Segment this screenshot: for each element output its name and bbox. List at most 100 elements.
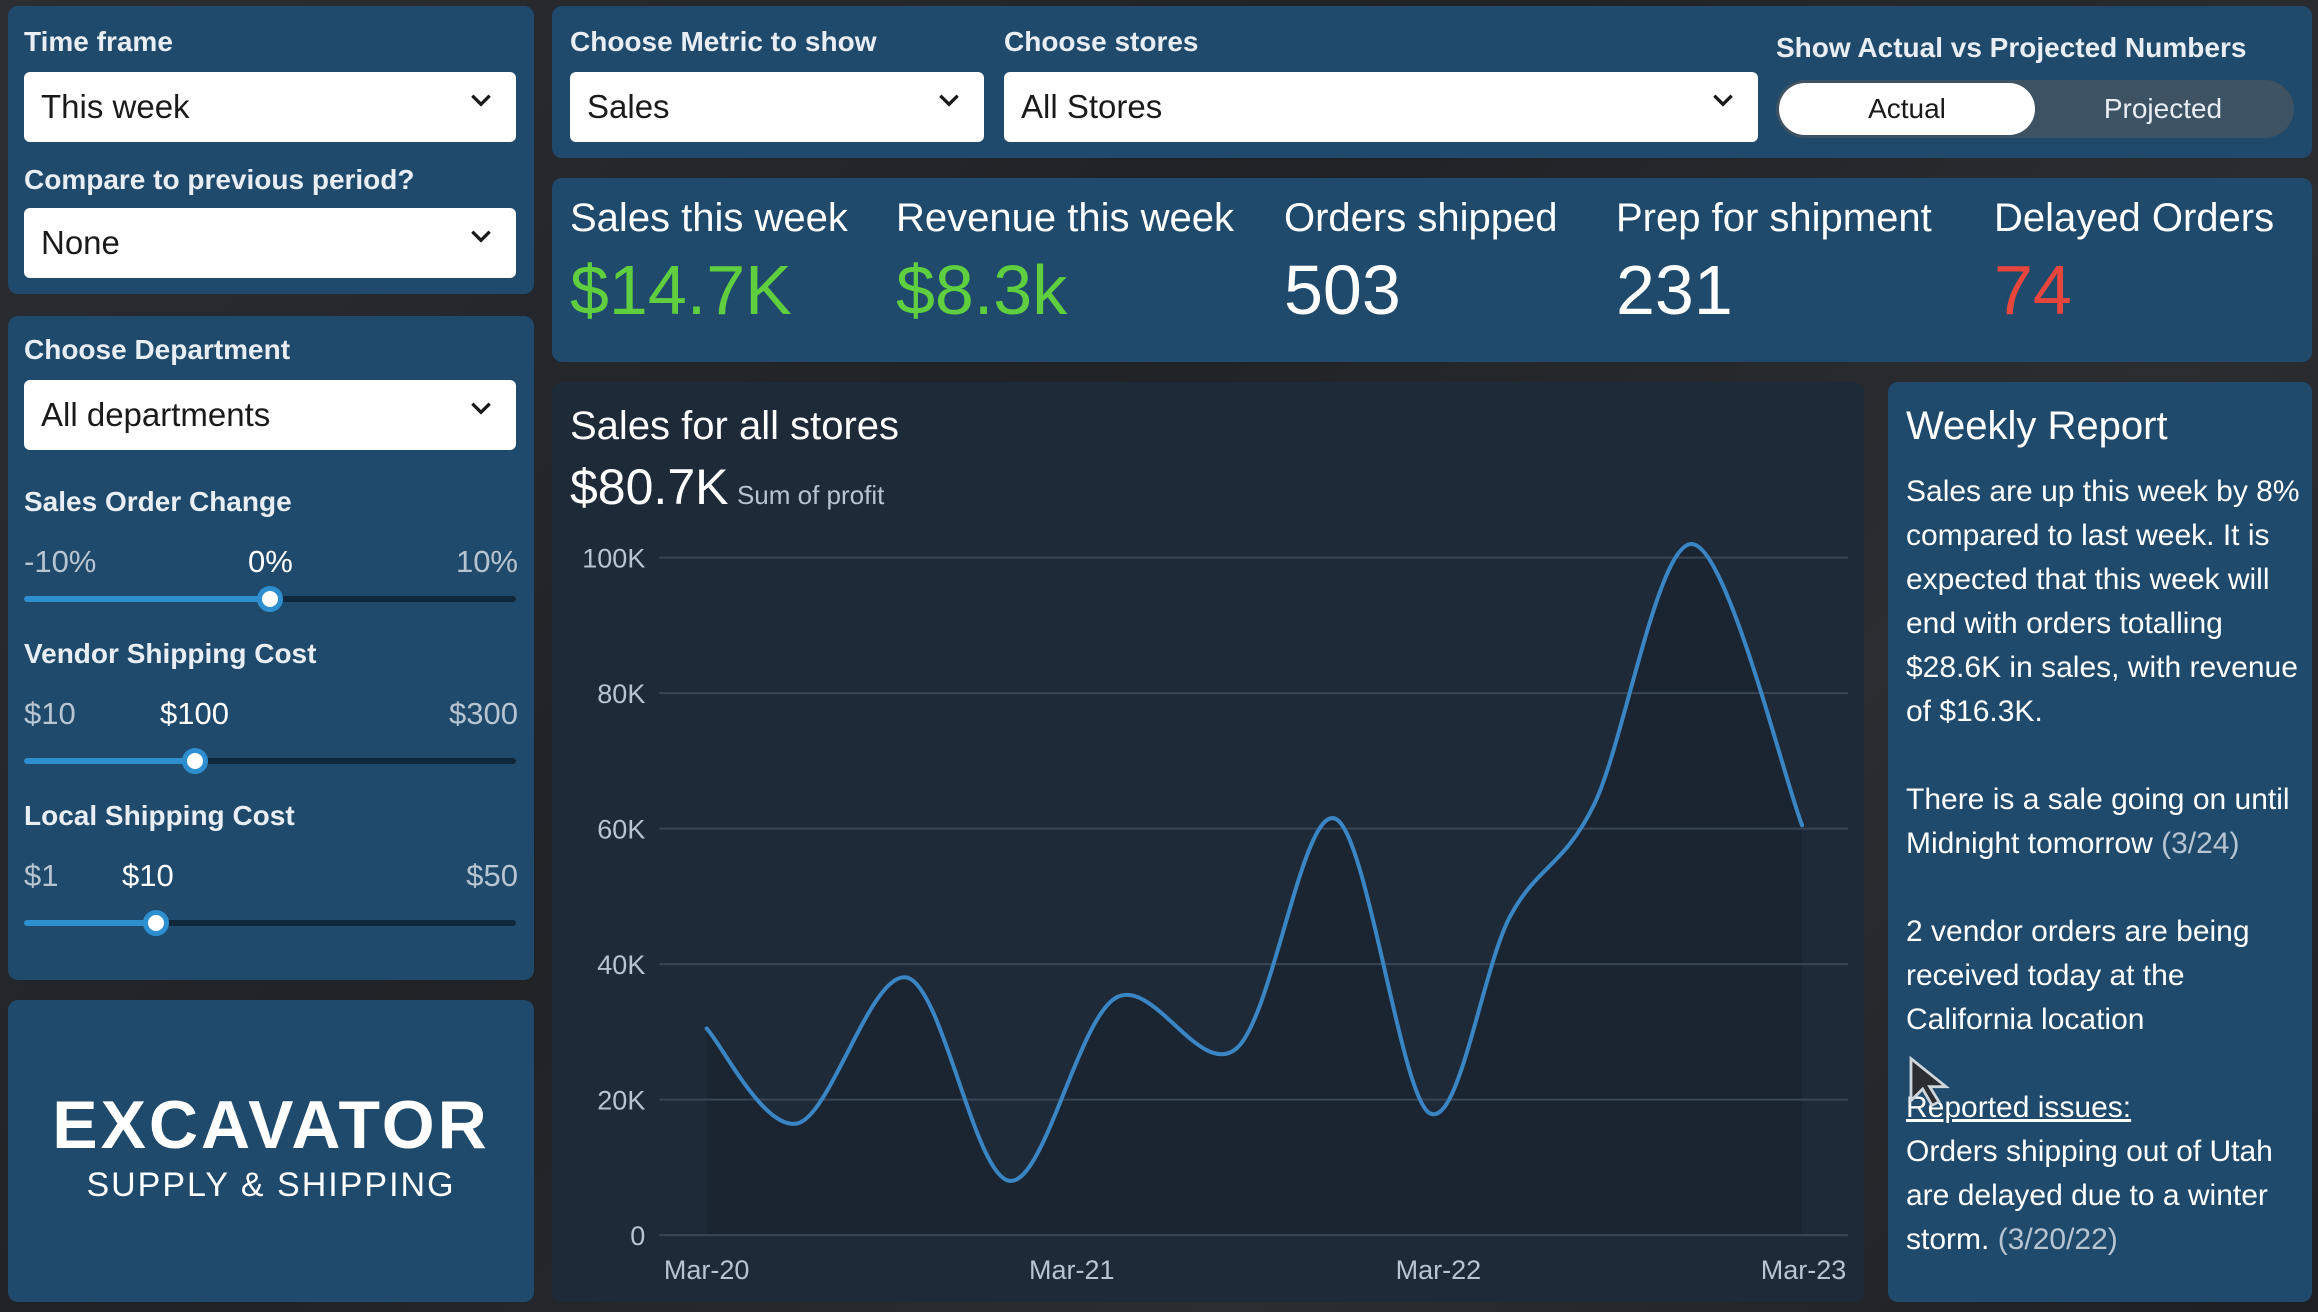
- chevron-down-icon: [939, 94, 959, 107]
- department-label: Choose Department: [24, 334, 291, 365]
- report-paragraph: Sales are up this week by 8% compared to…: [1906, 475, 2300, 728]
- vendor-shipping-label: Vendor Shipping Cost: [24, 638, 317, 669]
- report-sale-text: There is a sale going on until Midnight …: [1906, 783, 2290, 860]
- logo-tagline: SUPPLY & SHIPPING: [86, 1166, 456, 1204]
- weekly-report-panel: Weekly Report Sales are up this week by …: [1888, 382, 2312, 1302]
- stores-value: All Stores: [1021, 88, 1163, 125]
- data-point: [1427, 1111, 1432, 1116]
- toggle-actual[interactable]: Actual: [1779, 83, 2035, 135]
- chevron-down-icon: [471, 230, 491, 243]
- slider-min-label: $10: [24, 696, 76, 731]
- vendor-shipping-slider[interactable]: [24, 748, 516, 774]
- data-point: [1690, 542, 1695, 547]
- y-tick-label: 40K: [597, 950, 645, 980]
- chart-title: Sales for all stores: [570, 404, 900, 448]
- stores-select[interactable]: All Stores: [1004, 72, 1758, 142]
- slider-max-label: $50: [466, 858, 518, 893]
- kpi-title: Prep for shipment: [1616, 196, 1932, 240]
- report-issue-date: (3/20/22): [1997, 1223, 2118, 1256]
- kpi-title: Orders shipped: [1284, 196, 1558, 240]
- chevron-down-icon: [1713, 94, 1733, 107]
- slider-min-label: -10%: [24, 544, 97, 579]
- slider-fill: [24, 758, 196, 764]
- kpi-value: $8.3k: [896, 251, 1068, 329]
- metric-label: Choose Metric to show: [570, 26, 877, 57]
- x-tick-label: Mar-21: [1029, 1255, 1115, 1285]
- kpi-title: Revenue this week: [896, 196, 1234, 240]
- actual-projected-toggle[interactable]: Actual Projected: [1776, 80, 2294, 138]
- reported-issues-heading: Reported issues:: [1906, 1091, 2132, 1124]
- sales-chart-panel: Sales for all stores $80.7K Sum of profi…: [552, 382, 1864, 1302]
- department-select[interactable]: All departments: [24, 380, 516, 450]
- y-tick-label: 100K: [582, 544, 645, 574]
- kpi-bar: Sales this week $14.7K Revenue this week…: [552, 178, 2312, 362]
- chart-total: $80.7K Sum of profit: [570, 458, 884, 516]
- slider-min-label: $1: [24, 858, 59, 893]
- y-tick-label: 0: [630, 1221, 645, 1251]
- logo-name: EXCAVATOR: [52, 1087, 490, 1163]
- slider-fill: [24, 920, 156, 926]
- compare-label: Compare to previous period?: [24, 164, 415, 195]
- slider-value-label: 0%: [248, 544, 293, 579]
- kpi-value: 74: [1994, 251, 2072, 329]
- report-title: Weekly Report: [1906, 404, 2168, 448]
- report-paragraph: There is a sale going on until Midnight …: [1906, 778, 2306, 866]
- y-tick-label: 20K: [597, 1086, 645, 1116]
- area-fill: [706, 544, 1803, 1236]
- data-point: [795, 1121, 800, 1126]
- time-filter-panel: Time frame This week Compare to previous…: [8, 6, 534, 294]
- data-point: [1113, 995, 1118, 1000]
- chevron-down-icon: [471, 94, 491, 107]
- company-logo: EXCAVATOR SUPPLY & SHIPPING: [8, 1090, 534, 1205]
- kpi-value: $14.7K: [570, 251, 792, 329]
- report-paragraph: 2 vendor orders are being received today…: [1906, 915, 2250, 1036]
- slider-fill: [24, 596, 270, 602]
- toggle-label: Show Actual vs Projected Numbers: [1776, 32, 2247, 63]
- report-issue-text: Orders shipping out of Utah are delayed …: [1906, 1135, 2273, 1256]
- time-frame-value: This week: [41, 88, 190, 125]
- x-tick-label: Mar-23: [1761, 1255, 1847, 1285]
- department-panel: Choose Department All departments Sales …: [8, 316, 534, 980]
- data-point: [1007, 1178, 1012, 1183]
- x-tick-label: Mar-22: [1396, 1255, 1482, 1285]
- time-frame-select[interactable]: This week: [24, 72, 516, 142]
- kpi-value: 231: [1616, 251, 1733, 329]
- data-point: [1234, 1046, 1239, 1051]
- slider-handle[interactable]: [182, 748, 209, 774]
- slider-value-label: $100: [160, 696, 229, 731]
- data-point: [1800, 823, 1805, 828]
- department-value: All departments: [41, 396, 271, 433]
- top-filter-bar: Choose Metric to show Sales Choose store…: [552, 6, 2312, 158]
- compare-value: None: [41, 224, 120, 261]
- x-tick-label: Mar-20: [664, 1255, 750, 1285]
- metric-select[interactable]: Sales: [570, 72, 984, 142]
- logo-panel: EXCAVATOR SUPPLY & SHIPPING: [8, 1000, 534, 1302]
- chart-total-value: $80.7K: [570, 459, 729, 515]
- mouse-cursor-icon: [1909, 1055, 1950, 1108]
- local-shipping-slider[interactable]: [24, 910, 516, 936]
- toggle-projected[interactable]: Projected: [2035, 83, 2291, 135]
- data-point: [704, 1026, 709, 1031]
- time-frame-label: Time frame: [24, 26, 173, 57]
- kpi-title: Sales this week: [570, 196, 848, 240]
- toggle-projected-label: Projected: [2103, 93, 2223, 124]
- local-shipping-label: Local Shipping Cost: [24, 800, 295, 831]
- compare-select[interactable]: None: [24, 208, 516, 278]
- data-point: [1591, 802, 1596, 807]
- data-point: [1332, 816, 1337, 821]
- slider-handle[interactable]: [142, 910, 169, 936]
- sales-order-change-label: Sales Order Change: [24, 486, 292, 517]
- toggle-actual-label: Actual: [1868, 93, 1946, 124]
- sales-order-change-slider[interactable]: [24, 586, 516, 612]
- slider-max-label: 10%: [455, 544, 518, 579]
- sales-line-chart[interactable]: 0 20K 40K 60K 80K 100K Mar-20 Mar-21 Mar-22 Mar-2…: [552, 382, 1864, 1302]
- chart-total-caption: Sum of profit: [736, 480, 885, 510]
- metric-value: Sales: [587, 88, 670, 125]
- data-point: [905, 975, 910, 980]
- report-paragraph: Orders shipping out of Utah are delayed …: [1906, 1130, 2306, 1262]
- y-tick-label: 60K: [597, 815, 645, 845]
- slider-value-label: $10: [122, 858, 174, 893]
- chevron-down-icon: [471, 402, 491, 415]
- data-point: [1507, 914, 1512, 919]
- slider-handle[interactable]: [257, 586, 283, 612]
